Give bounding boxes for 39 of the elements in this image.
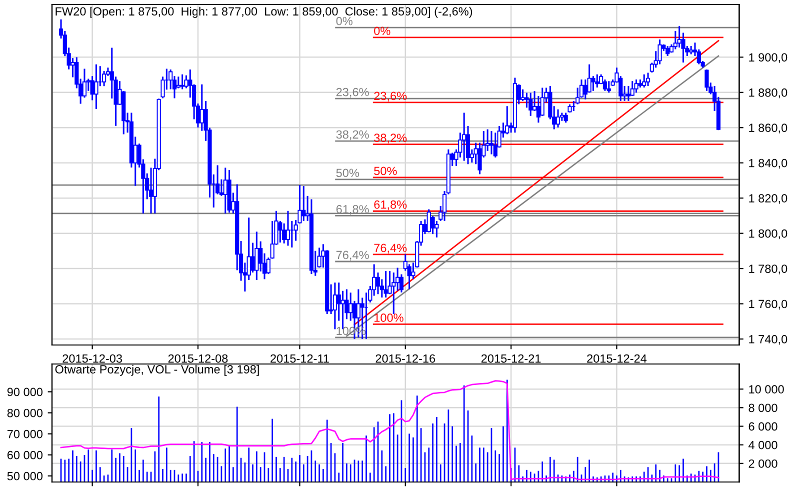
y2-tick-label: 6 000	[748, 422, 778, 431]
annotation: 50%	[336, 168, 360, 178]
chart-title: FW20 [Open: 1 875,00 High: 1 877,00 Low: 1 859,00 Close: 1 859,00] (-2,6%)	[56, 6, 472, 18]
annotation: 23,6%	[374, 92, 407, 102]
x-tick-label: 2015-12-03	[62, 354, 122, 363]
annotation: 38,2%	[336, 130, 369, 140]
x-tick-label: 2015-12-16	[376, 354, 436, 363]
y-tick-label: 80 000	[7, 408, 43, 418]
annotation: 76,4%	[336, 250, 369, 261]
x-tick-label: 2015-12-08	[168, 354, 228, 363]
y-tick-label: 90 000	[7, 388, 43, 396]
y2-tick-label: 10 000	[749, 385, 784, 394]
annotation: 76,4%	[374, 244, 407, 254]
chart-title: Otwarte Pozycje, VOL - Volume [3 198]	[55, 364, 259, 376]
y2-tick-label: 8 000	[748, 404, 778, 412]
annotation: 61,8%	[374, 200, 407, 210]
y2-tick-label: 1 900,0	[749, 53, 788, 63]
annotation: 38,2%	[374, 134, 407, 144]
y2-tick-label: 1 740,0	[749, 335, 788, 345]
y2-tick-label: 2 000	[748, 459, 778, 468]
y-tick-label: 70 000	[7, 430, 43, 438]
y2-tick-label: 1 820,0	[749, 194, 788, 204]
y2-tick-label: 1 760,0	[749, 300, 788, 310]
annotation: 0%	[336, 16, 352, 26]
y2-tick-label: 1 860,0	[749, 124, 788, 134]
x-tick-label: 2015-12-11	[270, 354, 329, 363]
y2-tick-label: 1 800,0	[749, 229, 788, 240]
annotation: 23,6%	[336, 88, 369, 98]
annotation: 50%	[374, 166, 397, 176]
x-tick-label: 2015-12-21	[481, 354, 541, 363]
y-tick-label: 60 000	[7, 450, 43, 460]
y2-tick-label: 1 880,0	[749, 88, 788, 98]
x-tick-label: 2015-12-24	[587, 354, 647, 363]
y2-tick-label: 1 780,0	[749, 264, 788, 274]
y2-tick-label: 1 840,0	[749, 158, 788, 169]
y-tick-label: 50 000	[7, 472, 43, 480]
annotation: 0%	[374, 26, 390, 36]
y2-tick-label: 4 000	[748, 440, 778, 450]
annotation: 100%	[374, 314, 404, 322]
